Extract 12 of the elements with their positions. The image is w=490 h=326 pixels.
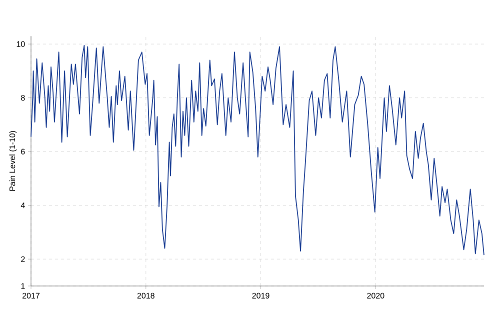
x-tick-label: 2017 bbox=[22, 292, 40, 299]
x-tick-label: 2018 bbox=[137, 292, 154, 299]
y-tick-label: 10 bbox=[16, 41, 25, 47]
x-tick-label: 2020 bbox=[367, 292, 384, 299]
x-tick-label: 2019 bbox=[252, 292, 270, 299]
y-tick-label: 2 bbox=[21, 256, 25, 262]
y-tick-label: 6 bbox=[21, 148, 25, 154]
y-tick-label: 4 bbox=[20, 202, 25, 208]
line-series bbox=[30, 44, 484, 256]
y-tick-label: 1 bbox=[21, 283, 25, 289]
y-tick-label: 8 bbox=[21, 94, 25, 101]
y-axis-title: Pain Level (1-10) bbox=[9, 131, 17, 191]
